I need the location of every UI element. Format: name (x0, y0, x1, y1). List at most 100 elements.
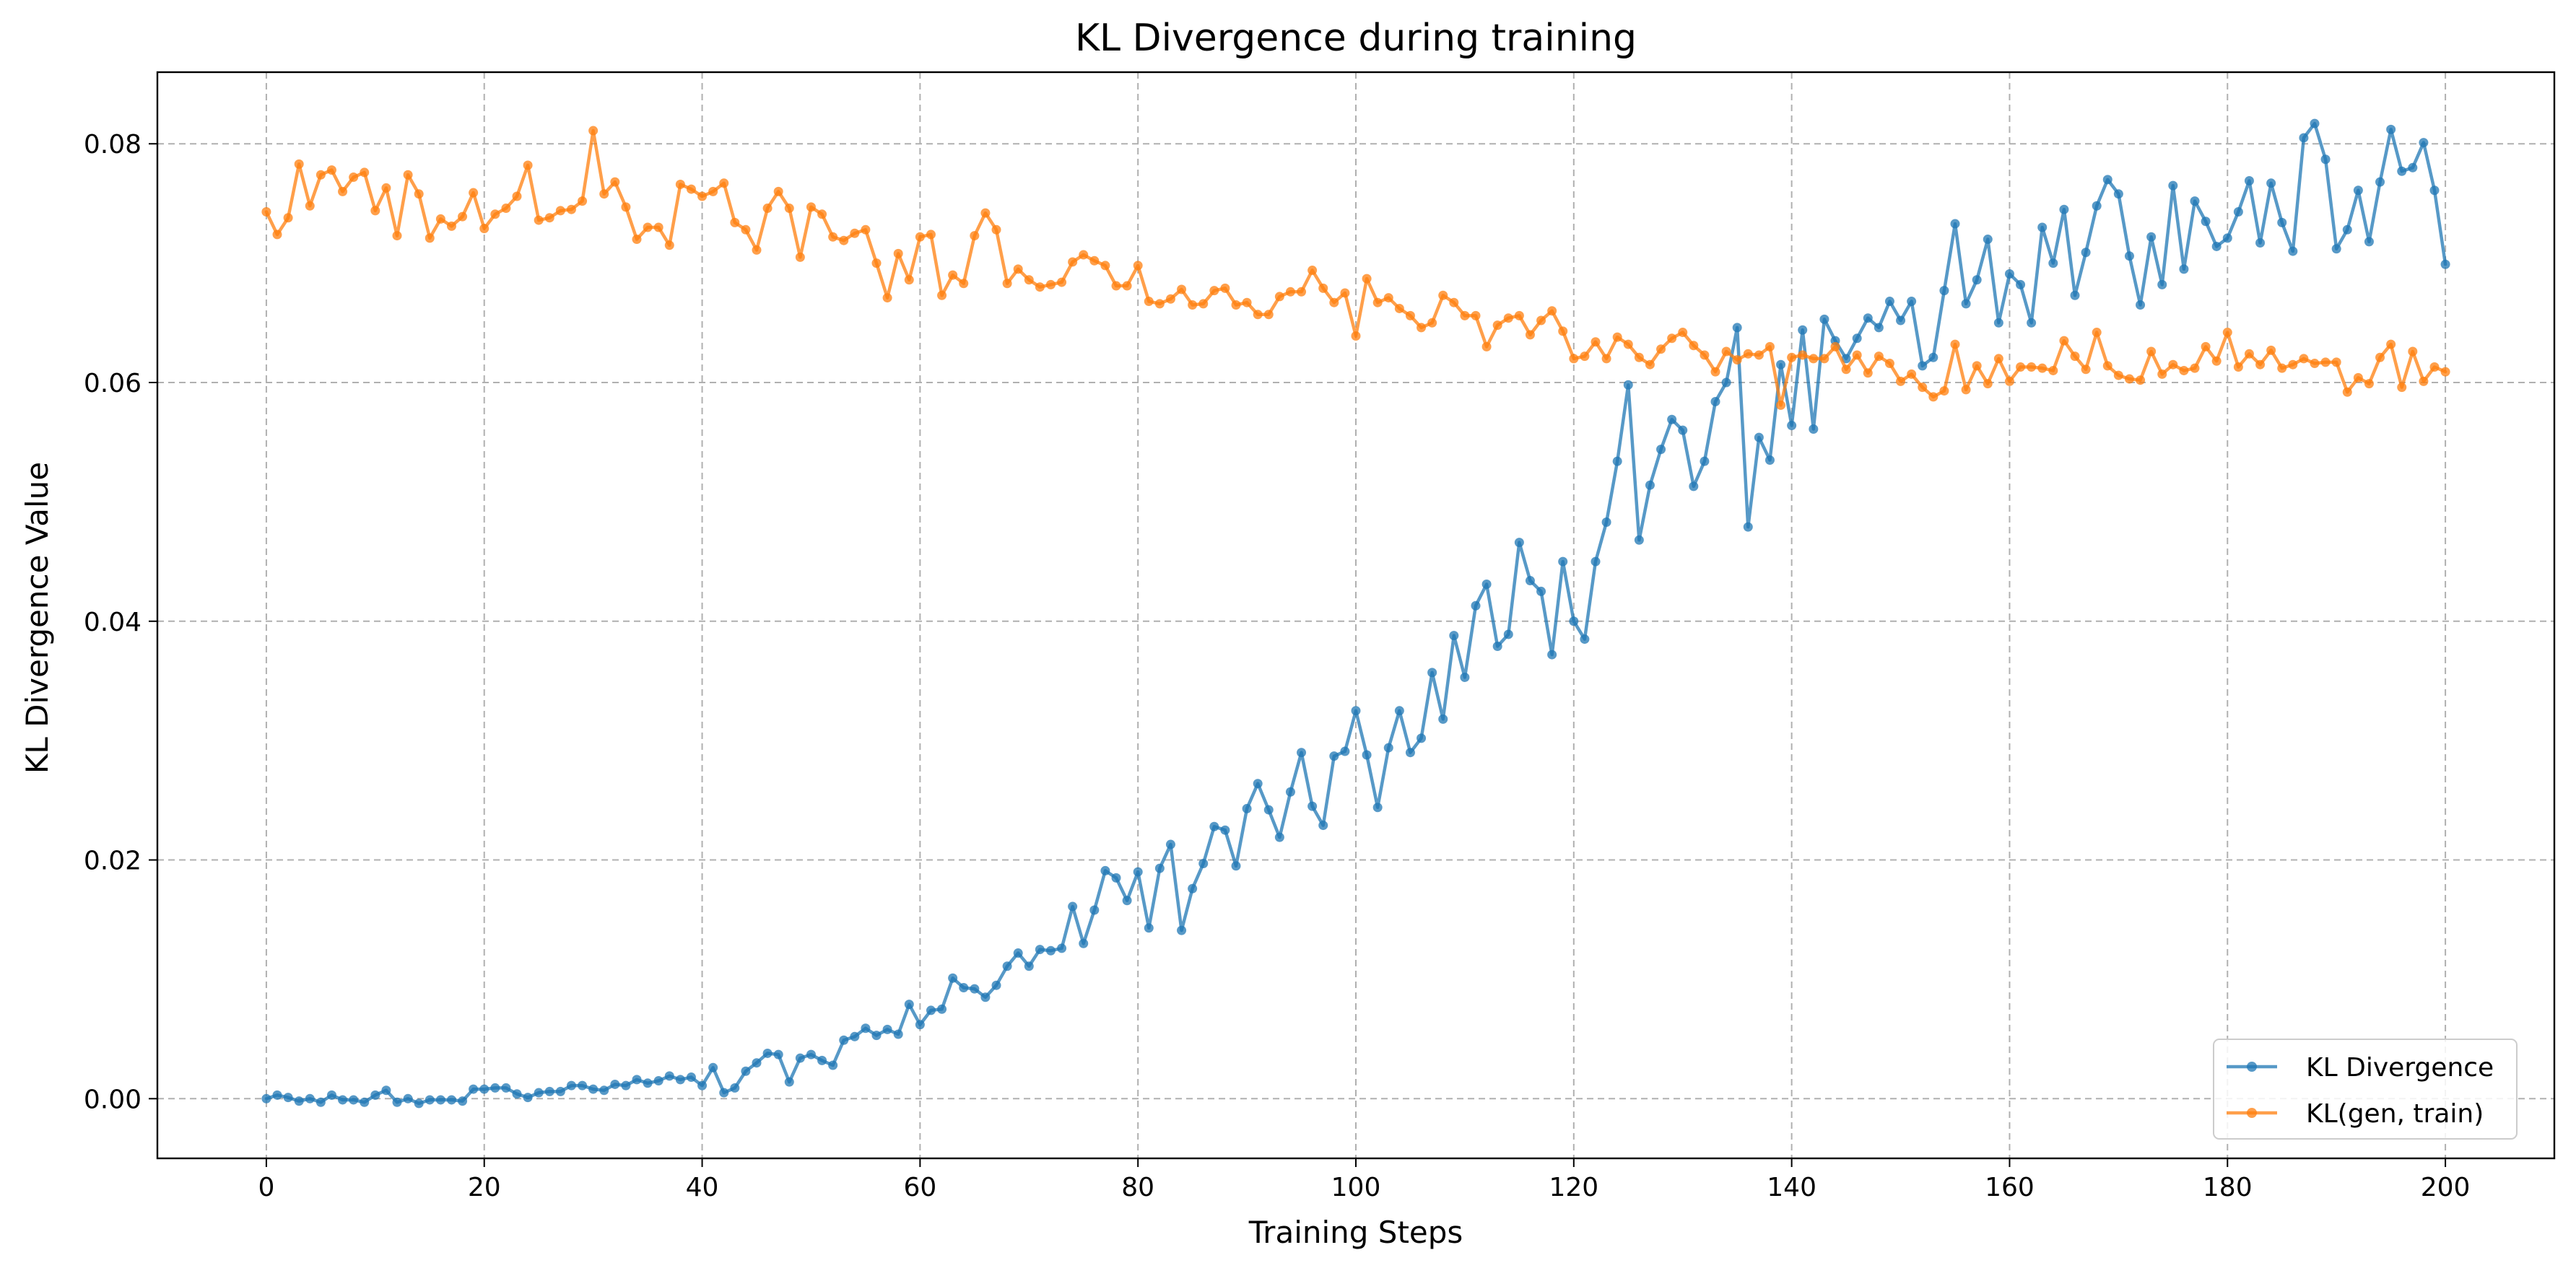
data-point (1002, 279, 1012, 289)
data-point (2222, 328, 2232, 338)
data-point (1297, 287, 1307, 297)
data-point (1362, 750, 1372, 760)
data-point (915, 232, 925, 242)
data-point (1209, 286, 1219, 296)
data-point (2146, 346, 2157, 357)
data-point (2222, 233, 2232, 243)
data-point (283, 1093, 293, 1103)
data-point (1329, 297, 1339, 307)
data-point (1896, 315, 1906, 325)
data-point (1417, 323, 1427, 333)
data-point (1710, 367, 1720, 377)
data-point (1809, 424, 1819, 434)
data-point (1884, 359, 1894, 369)
data-point (2027, 362, 2037, 372)
data-point (1689, 341, 1699, 351)
data-point (360, 1097, 370, 1107)
data-point (1133, 261, 1143, 271)
data-point (697, 1080, 708, 1091)
data-point (2201, 217, 2211, 227)
data-point (1950, 219, 1960, 229)
data-point (578, 1080, 588, 1091)
y-tick-label: 0.04 (84, 608, 142, 637)
data-point (1536, 315, 1546, 325)
data-point (970, 984, 980, 994)
data-point (261, 207, 271, 217)
data-point (1274, 292, 1284, 302)
data-point (1263, 310, 1274, 320)
data-point (1220, 825, 1230, 835)
data-point (1961, 299, 1971, 309)
data-point (1601, 354, 1611, 364)
data-point (752, 245, 762, 255)
data-point (2277, 363, 2287, 373)
data-point (1198, 859, 1209, 868)
data-point (1809, 354, 1819, 364)
x-tick-label: 60 (903, 1173, 936, 1202)
data-point (283, 213, 293, 223)
data-point (2113, 189, 2123, 199)
data-point (2157, 279, 2167, 289)
y-tick-label: 0.02 (84, 847, 142, 876)
data-point (425, 1095, 435, 1105)
data-point (2320, 357, 2331, 367)
data-point (1057, 943, 1067, 953)
legend-marker-kl-gen-train (2247, 1108, 2257, 1118)
x-tick-label: 200 (2421, 1173, 2471, 1202)
data-point (806, 1049, 816, 1059)
data-point (1340, 288, 1350, 298)
data-point (2353, 185, 2363, 196)
data-point (861, 1023, 871, 1034)
data-point (741, 224, 751, 235)
data-point (1721, 377, 1731, 388)
data-point (675, 1075, 685, 1085)
data-point (1612, 456, 1622, 466)
data-point (272, 1090, 282, 1100)
legend-marker-kl-divergence (2247, 1062, 2257, 1072)
data-point (2070, 351, 2080, 362)
data-point (1525, 330, 1535, 340)
data-point (599, 189, 609, 199)
data-point (2419, 138, 2429, 148)
data-point (326, 165, 336, 175)
data-point (2016, 279, 2026, 289)
data-point (904, 275, 914, 285)
data-point (871, 258, 882, 268)
data-point (2113, 370, 2123, 380)
data-point (970, 231, 980, 241)
data-point (1024, 275, 1034, 285)
data-point (610, 1079, 620, 1089)
data-point (1787, 421, 1797, 431)
data-point (1100, 865, 1110, 875)
data-point (2429, 362, 2440, 372)
data-point (937, 1004, 947, 1014)
data-point (817, 209, 827, 219)
data-point (2386, 124, 2396, 134)
data-point (1144, 297, 1154, 307)
data-point (316, 1097, 326, 1107)
data-point (1972, 275, 1982, 285)
data-point (1743, 522, 1753, 532)
data-point (991, 224, 1001, 235)
data-point (1165, 839, 1175, 849)
data-point (1307, 801, 1318, 811)
data-point (1351, 706, 1361, 716)
data-point (578, 196, 588, 206)
data-point (501, 1083, 511, 1093)
data-point (403, 1093, 413, 1104)
data-point (991, 980, 1001, 990)
data-point (1896, 376, 1906, 386)
data-point (2299, 133, 2309, 143)
data-point (1438, 290, 1448, 300)
data-point (730, 1083, 740, 1093)
data-point (1079, 250, 1089, 260)
data-point (2353, 372, 2363, 383)
data-point (882, 293, 892, 303)
data-point (381, 183, 391, 193)
data-point (2310, 118, 2320, 128)
data-point (2244, 349, 2254, 359)
data-point (534, 215, 544, 225)
data-point (784, 204, 794, 214)
data-point (1950, 339, 1960, 349)
data-point (2070, 290, 2080, 300)
